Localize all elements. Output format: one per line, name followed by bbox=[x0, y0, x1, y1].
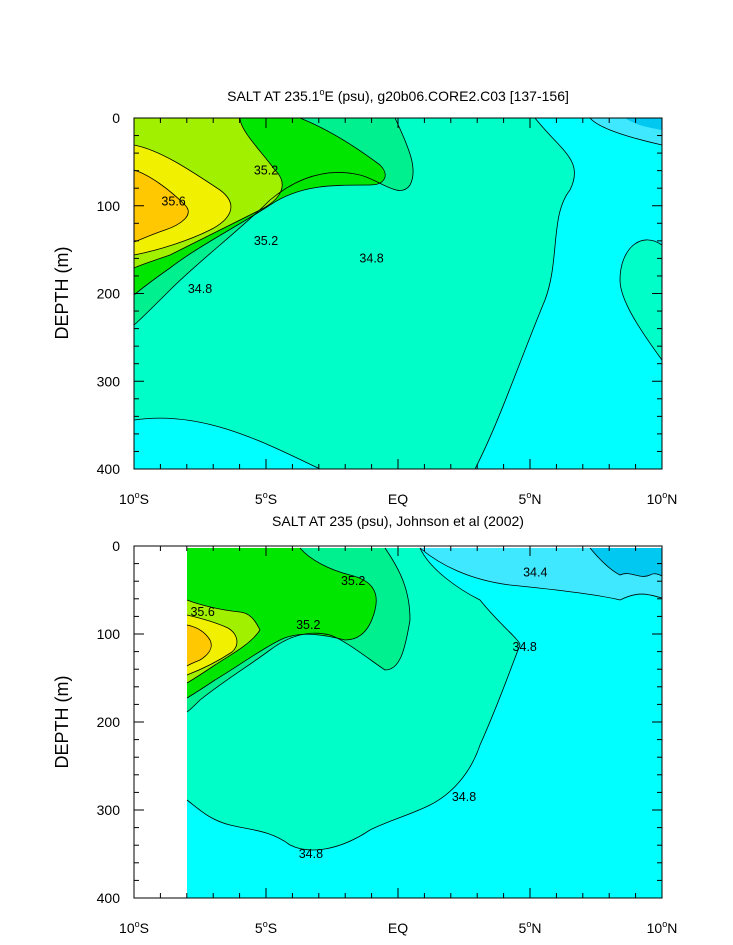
contour-label: 35.6 bbox=[190, 605, 214, 619]
panel-2: SALT AT 235 (psu), Johnson et al (2002) bbox=[52, 513, 677, 936]
contour-line bbox=[133, 117, 283, 269]
contour-line bbox=[474, 117, 575, 470]
contour-line bbox=[589, 117, 663, 146]
contour-line bbox=[133, 117, 386, 296]
band-le-34.4 bbox=[590, 548, 662, 577]
contour-line bbox=[186, 547, 521, 851]
x-tick-label: 10oS bbox=[119, 919, 149, 936]
y-tick-label: 400 bbox=[97, 461, 121, 477]
contour-line bbox=[186, 624, 212, 667]
panel-2-plot: 35.2 34.4 35.6 35.2 34.8 34.8 34.8 bbox=[186, 547, 663, 898]
contour-label: 34.8 bbox=[513, 640, 537, 654]
contour-line bbox=[133, 169, 189, 243]
contour-label: 35.2 bbox=[254, 164, 278, 178]
contour-label: 35.6 bbox=[161, 194, 185, 208]
band-35.2-35.4 bbox=[187, 548, 377, 698]
contour-line bbox=[619, 239, 663, 361]
x-tick-label: 10oN bbox=[647, 490, 678, 507]
y-tick-label: 200 bbox=[97, 714, 121, 730]
contour-label: 35.2 bbox=[296, 618, 320, 632]
x-tick-label: EQ bbox=[388, 920, 408, 936]
x-tick-label: 5oS bbox=[255, 919, 277, 936]
contour-labels: 35.2 34.4 35.6 35.2 34.8 34.8 34.8 bbox=[190, 565, 547, 861]
y-tick-label: 300 bbox=[97, 373, 121, 389]
contour-label: 34.4 bbox=[523, 565, 547, 579]
contour-line bbox=[186, 614, 238, 676]
panel-2-title: SALT AT 235 (psu), Johnson et al (2002) bbox=[272, 513, 524, 529]
contour-labels: 35.2 35.6 35.2 34.8 34.8 bbox=[161, 164, 383, 296]
contour-label: 34.8 bbox=[359, 251, 383, 265]
y-tick-label: 300 bbox=[97, 802, 121, 818]
x-tick-label: 5oN bbox=[519, 919, 542, 936]
panel-2-axes: 0 100 200 300 400 10oS 5oS EQ 5oN 10oN bbox=[97, 538, 678, 936]
y-tick-label: 100 bbox=[97, 626, 121, 642]
x-tick-label: 5oN bbox=[519, 490, 542, 507]
x-tick-label: 10oN bbox=[647, 919, 678, 936]
contour-line bbox=[186, 547, 411, 713]
contour-line bbox=[419, 547, 663, 601]
contour-line bbox=[133, 144, 232, 256]
panel-2-ylabel: DEPTH (m) bbox=[52, 676, 72, 769]
panel-1: SALT AT 235.1oE (psu), g20b06.CORE2.C03 … bbox=[52, 87, 677, 507]
contour-line bbox=[133, 417, 321, 470]
contour-label: 34.8 bbox=[188, 282, 212, 296]
band-34.6-34.8-right bbox=[475, 118, 662, 469]
x-tick-label: EQ bbox=[388, 491, 408, 507]
contour-line bbox=[186, 547, 377, 699]
y-tick-label: 0 bbox=[112, 110, 120, 126]
contour-line bbox=[589, 547, 663, 577]
panel-1-axes: 0 100 200 300 400 10oS 5oS EQ 5oN 10oN bbox=[97, 110, 678, 507]
x-tick-label: 5oS bbox=[255, 490, 277, 507]
contour-line bbox=[186, 599, 261, 684]
panel-1-title: SALT AT 235.1oE (psu), g20b06.CORE2.C03 … bbox=[227, 87, 569, 104]
band-le-34.4-corner bbox=[625, 118, 662, 130]
x-tick-label: 10oS bbox=[119, 490, 149, 507]
y-tick-label: 200 bbox=[97, 286, 121, 302]
panel-1-plot: 35.2 35.6 35.2 34.8 34.8 bbox=[133, 117, 663, 470]
contour-label: 35.2 bbox=[341, 574, 365, 588]
contour-label: 35.2 bbox=[254, 234, 278, 248]
band-gt-35.8 bbox=[134, 170, 189, 242]
contour-lines bbox=[133, 117, 663, 470]
contour-line bbox=[133, 117, 414, 326]
contour-label: 34.8 bbox=[299, 847, 323, 861]
panel-1-ylabel: DEPTH (m) bbox=[52, 247, 72, 340]
contour-lines bbox=[186, 547, 663, 851]
y-tick-label: 100 bbox=[97, 198, 121, 214]
y-tick-label: 400 bbox=[97, 890, 121, 906]
band-34.6-34.8-lower bbox=[134, 418, 320, 469]
y-tick-label: 0 bbox=[112, 538, 120, 554]
contour-label: 34.8 bbox=[452, 790, 476, 804]
